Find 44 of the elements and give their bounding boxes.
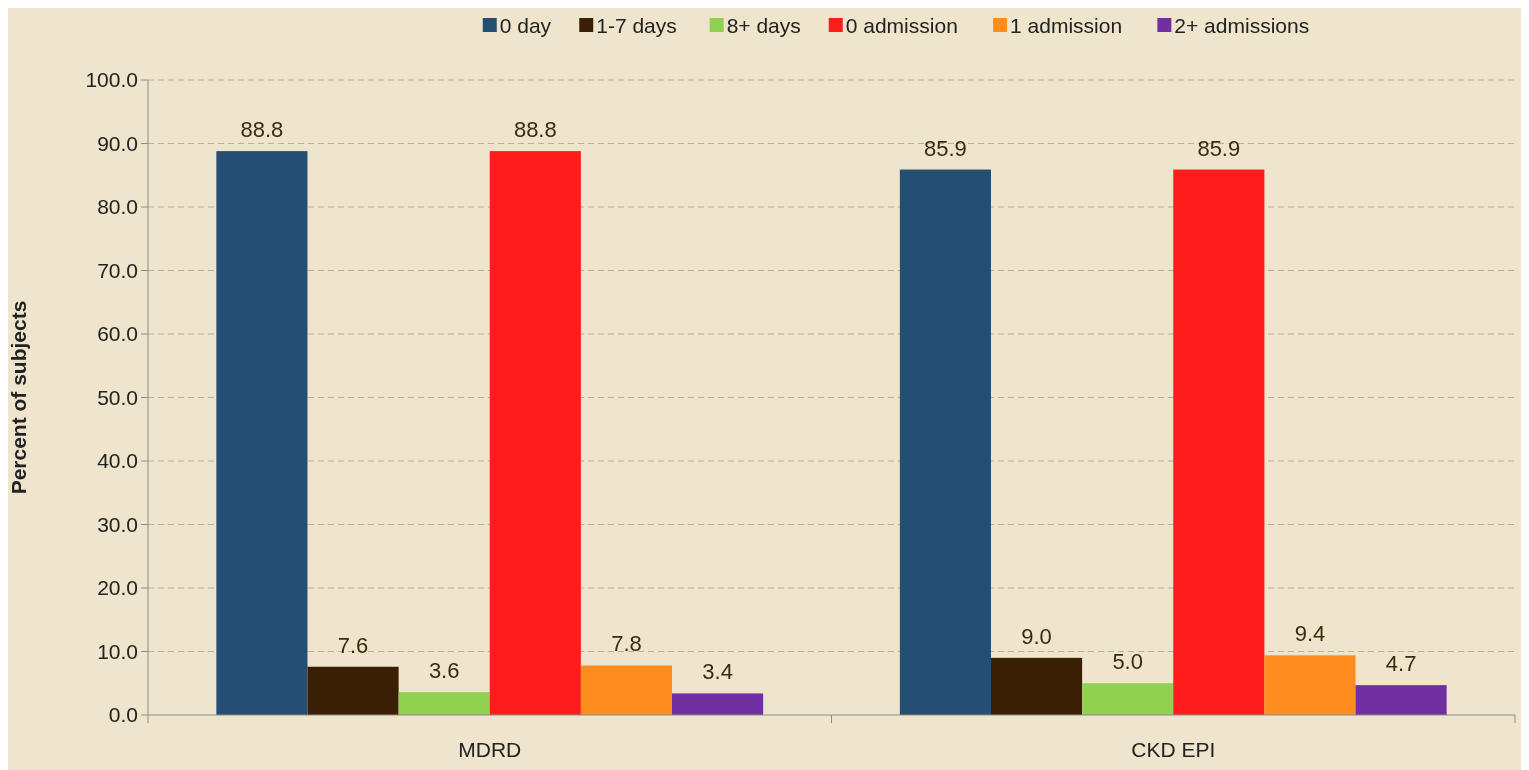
legend-label: 8+ days [726,14,801,38]
x-tick-label: MDRD [458,738,522,761]
bar [1355,685,1447,715]
bar [1173,169,1265,715]
y-tick-label: 0.0 [108,703,138,727]
legend-label: 2+ admissions [1174,14,1310,38]
data-label: 9.4 [1294,621,1326,647]
x-tick-label: CKD EPI [1131,738,1216,761]
bar [1082,683,1174,715]
y-axis-title: Percent of subjects [7,300,30,495]
bar [489,151,581,715]
bar [580,665,673,715]
y-tick-label: 30.0 [97,512,138,536]
y-tick-label: 60.0 [97,322,138,346]
y-tick-label: 90.0 [97,131,138,155]
legend-label: 0 day [499,14,552,38]
y-tick-label: 80.0 [97,195,138,219]
data-label: 7.6 [337,632,369,658]
y-tick-label: 100.0 [85,68,138,92]
bar [1264,655,1356,715]
y-tick-label: 50.0 [97,385,138,409]
bar [990,657,1083,715]
data-label: 9.0 [1021,623,1052,649]
legend-label: 1 admission [1010,14,1123,38]
data-label: 4.7 [1385,651,1417,677]
y-tick-label: 10.0 [97,639,138,663]
data-label: 88.8 [240,117,284,143]
data-label: 3.4 [702,659,733,685]
bar [398,692,490,715]
bar [899,169,991,715]
legend-label: 1-7 days [596,14,677,38]
y-tick-label: 70.0 [97,258,138,282]
y-tick-label: 20.0 [97,576,138,600]
data-label: 5.0 [1112,649,1143,675]
data-label: 7.8 [611,631,642,657]
y-tick-label: 40.0 [97,449,138,473]
data-label: 85.9 [1197,135,1241,161]
bar [672,693,764,715]
data-label: 85.9 [924,135,967,161]
data-label: 88.8 [513,117,557,143]
legend-label: 0 admission [845,14,958,38]
bar [307,666,399,715]
bar [216,151,308,715]
data-label: 3.6 [428,658,460,684]
